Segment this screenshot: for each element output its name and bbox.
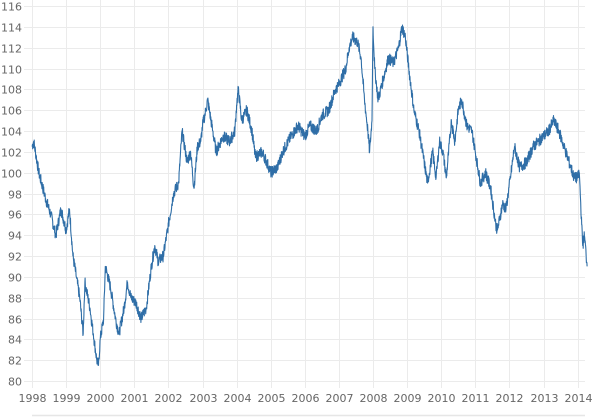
x-tick-label: 1999 xyxy=(53,392,81,405)
x-tick-label: 2000 xyxy=(87,392,115,405)
x-tick-label: 2006 xyxy=(292,392,320,405)
x-tick-label: 2013 xyxy=(531,392,559,405)
y-tick-label: 110 xyxy=(1,64,22,77)
x-gridlines xyxy=(32,0,579,388)
y-tick-label: 104 xyxy=(1,126,22,139)
y-tick-label: 92 xyxy=(8,251,22,264)
y-tick-label: 80 xyxy=(8,376,22,389)
x-tick-label: 2002 xyxy=(155,392,183,405)
x-tick-label: 1998 xyxy=(19,392,47,405)
y-tick-label: 94 xyxy=(8,230,22,243)
y-tick-label: 114 xyxy=(1,22,22,35)
x-tick-label: 2003 xyxy=(190,392,218,405)
x-tick-label: 2009 xyxy=(394,392,422,405)
y-tick-label: 100 xyxy=(1,168,22,181)
y-tick-label: 112 xyxy=(1,43,22,56)
x-tick-label: 2011 xyxy=(462,392,490,405)
x-tick-label: 2008 xyxy=(360,392,388,405)
x-tick-label: 2010 xyxy=(428,392,456,405)
y-tick-label: 84 xyxy=(8,334,22,347)
x-tick-label: 2005 xyxy=(258,392,286,405)
x-tick-label: 2004 xyxy=(224,392,252,405)
x-axis-tick-labels: 1998 1999 2000 2001 2002 2003 2004 2005 2006 2007… xyxy=(19,392,593,405)
y-tick-label: 96 xyxy=(8,209,22,222)
y-gridlines xyxy=(24,6,585,382)
x-tick-label: 2001 xyxy=(121,392,149,405)
y-tick-label: 88 xyxy=(8,293,22,306)
x-tick-label: 2014 xyxy=(565,392,593,405)
y-tick-label: 90 xyxy=(8,272,22,285)
y-tick-label: 86 xyxy=(8,314,22,327)
y-tick-label: 106 xyxy=(1,105,22,118)
y-tick-label: 82 xyxy=(8,355,22,368)
y-tick-label: 102 xyxy=(1,147,22,160)
y-axis-tick-labels: 80 82 84 86 88 90 92 94 96 98 100 102 104 106 108 110 11… xyxy=(1,1,22,389)
y-tick-label: 98 xyxy=(8,189,22,202)
y-tick-label: 116 xyxy=(1,1,22,14)
data-series-line xyxy=(31,24,588,366)
x-tick-label: 2012 xyxy=(496,392,524,405)
x-tick-label: 2007 xyxy=(326,392,354,405)
y-tick-label: 108 xyxy=(1,84,22,97)
